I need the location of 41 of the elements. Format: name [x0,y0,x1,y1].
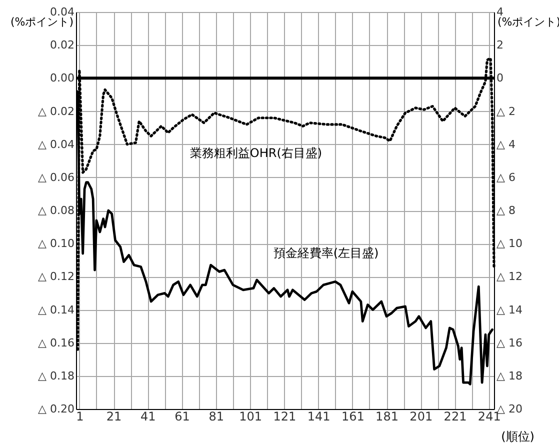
y-tick-label: 0.04 [50,6,74,18]
text: 預金経費率(左目盛) [273,246,379,260]
y-tick-label: △ 0.06 [38,170,74,184]
x-tick-label: 21 [106,410,122,424]
y-tick-label: △ 0.14 [38,303,74,316]
y2-tick-label: △ 16 [496,336,522,350]
y-tick-label: 0.02 [50,38,74,52]
series-label: 業務粗利益OHR(右目盛) [190,146,322,160]
x-tick-label: 1 [76,410,84,424]
y-tick-label: 0.00 [50,72,74,85]
y2-tick-label: △ 14 [496,303,522,316]
y2-tick-label: △ 2 [496,104,516,118]
y2-tick-label: △ 10 [496,237,522,250]
y2-tick-label: 0 [496,72,504,85]
x-tick-label: 41 [140,410,156,424]
x-tick-label: 81 [208,410,224,424]
x-tick-label: 141 [307,410,330,424]
y-tick-label: △ 0.08 [38,204,74,217]
y-tick-label: △ 0.10 [38,237,74,250]
y2-tick-label: △ 18 [496,369,522,382]
x-tick-label: 221 [444,410,467,424]
x-tick-label: 101 [239,410,262,424]
y-axis-title: (%ポイント) [10,16,74,28]
x-axis-title: (順位) [501,430,534,444]
y-tick-label: △ 0.20 [38,402,74,416]
x-tick-label: 61 [174,410,190,424]
y2-tick-label: △ 6 [496,170,516,184]
x-tick-label: 121 [273,410,296,424]
x-tick-label: 161 [341,410,364,424]
y-tick-label: △ 0.16 [38,336,74,350]
y2-tick-label: △ 8 [496,204,516,217]
y2-tick-label: △ 12 [496,270,522,284]
y2-tick-label: 2 [496,38,504,52]
y2-tick-label: 4 [496,6,504,18]
y-tick-label: △ 0.12 [38,270,74,284]
y2-tick-label: △ 4 [496,138,516,151]
y-tick-label: △ 0.18 [38,369,74,382]
x-tick-label: 181 [376,410,398,424]
y-tick-label: △ 0.02 [38,104,74,118]
y-tick-label: △ 0.04 [38,138,74,151]
x-tick-label: 201 [410,410,433,424]
